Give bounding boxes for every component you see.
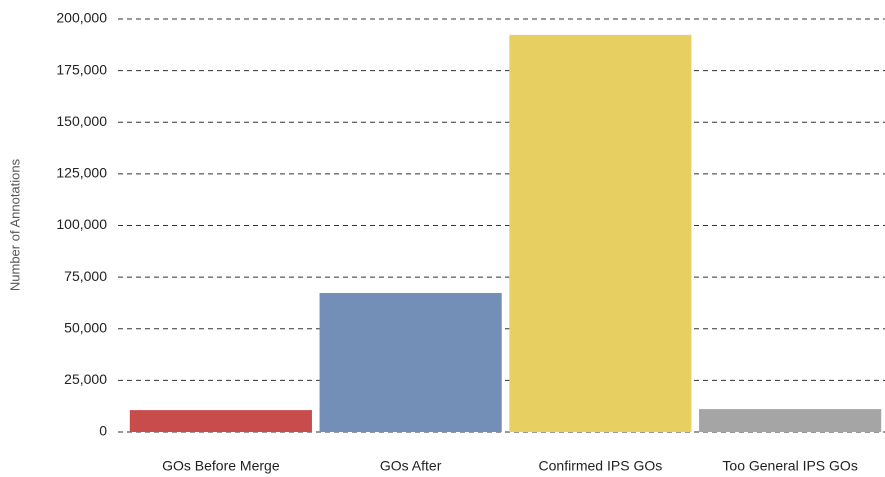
x-tick-label: GOs After	[380, 458, 442, 474]
y-tick-label: 125,000	[56, 165, 107, 181]
y-tick-label: 100,000	[56, 216, 107, 232]
x-tick-label: GOs Before Merge	[162, 458, 280, 474]
y-tick-label: 200,000	[56, 10, 107, 26]
y-tick-label: 75,000	[64, 268, 107, 284]
y-tick-label: 50,000	[64, 319, 107, 335]
bar	[699, 409, 882, 432]
y-tick-label: 175,000	[56, 61, 107, 77]
bar	[509, 34, 692, 432]
bar	[129, 410, 312, 432]
y-axis-label: Number of Annotations	[7, 158, 22, 291]
x-tick-label: Confirmed IPS GOs	[539, 458, 663, 474]
bar	[319, 293, 502, 432]
y-tick-label: 150,000	[56, 113, 107, 129]
y-tick-label: 25,000	[64, 371, 107, 387]
y-tick-label: 0	[99, 423, 107, 439]
x-tick-label: Too General IPS GOs	[722, 458, 857, 474]
